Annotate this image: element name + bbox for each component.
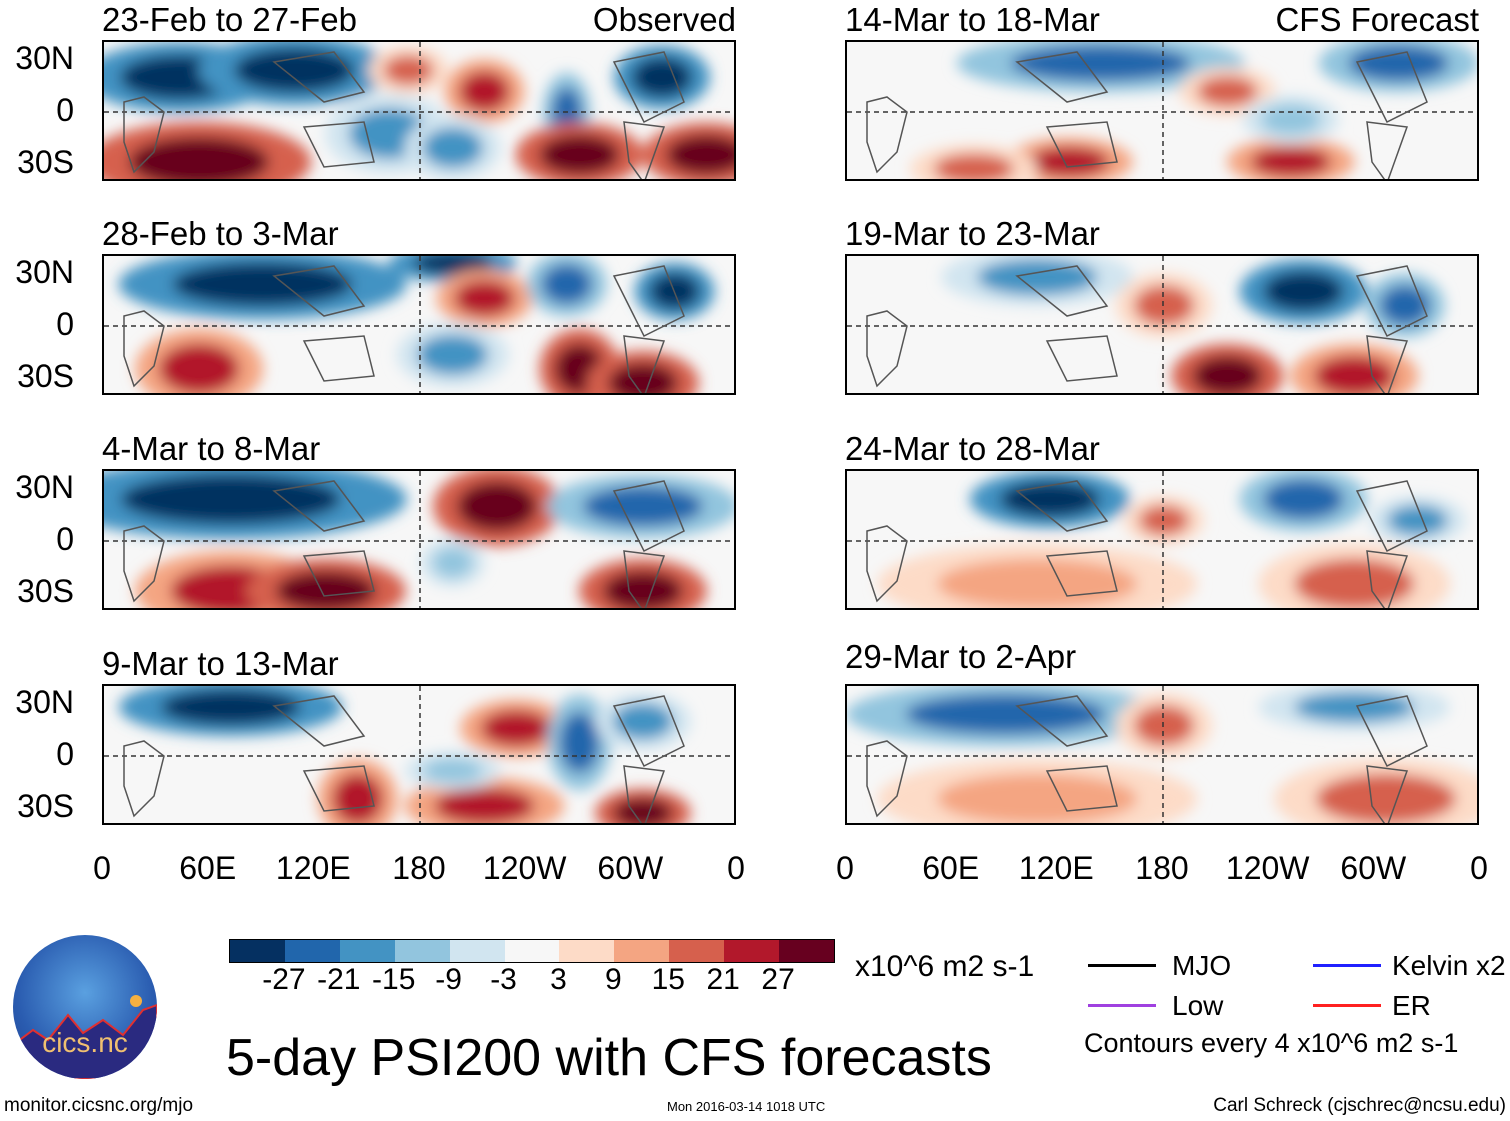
contour-note: Contours every 4 x10^6 m2 s-1 — [1084, 1028, 1459, 1058]
panel-title: 24-Mar to 28-Mar — [845, 430, 1100, 467]
panel-title: 14-Mar to 18-Mar — [845, 1, 1100, 38]
lat-label: 30S — [17, 144, 74, 180]
lon-label: 0 — [1470, 850, 1488, 886]
legend-line-mjo — [1088, 964, 1156, 967]
colorbar-label: -21 — [317, 963, 361, 996]
panel-tag: Observed — [592, 1, 736, 38]
colorbar-swatch — [449, 940, 505, 962]
lon-label: 60W — [1340, 850, 1407, 886]
lat-label: 0 — [56, 521, 74, 557]
map-panel — [102, 469, 736, 610]
map-panel — [845, 684, 1479, 825]
map-panel — [102, 40, 736, 181]
colorbar — [229, 939, 835, 963]
figure-title: 5-day PSI200 with CFS forecasts — [226, 1029, 992, 1087]
legend-label-kelvin: Kelvin x2 — [1392, 950, 1506, 981]
legend-line-er — [1313, 1004, 1381, 1007]
lon-label: 60E — [179, 850, 237, 886]
colorbar-swatch — [724, 940, 780, 962]
lon-label: 60W — [597, 850, 664, 886]
panel-title: 29-Mar to 2-Apr — [845, 638, 1077, 675]
legend-label-mjo: MJO — [1172, 950, 1232, 981]
colorbar-swatch — [230, 940, 285, 962]
colorbar-swatch — [614, 940, 670, 962]
lon-label: 180 — [392, 850, 446, 886]
lat-label: 30S — [17, 358, 74, 394]
colorbar-label: -9 — [435, 963, 462, 996]
panel-title: 28-Feb to 3-Mar — [102, 215, 339, 252]
legend-line-low — [1088, 1004, 1156, 1007]
panel-tag: CFS Forecast — [1275, 1, 1479, 38]
lon-label: 0 — [727, 850, 745, 886]
map-panel — [102, 254, 736, 395]
lon-label: 120E — [1018, 850, 1094, 886]
map-panel — [845, 469, 1479, 610]
lon-label: 60E — [922, 850, 980, 886]
colorbar-swatch — [504, 940, 560, 962]
footer-author: Carl Schreck (cjschrec@ncsu.edu) — [1213, 1095, 1506, 1116]
lon-label: 180 — [1135, 850, 1189, 886]
map-panel — [845, 40, 1479, 181]
lon-label: 0 — [93, 850, 111, 886]
footer-timestamp: Mon 2016-03-14 1018 UTC — [667, 1099, 826, 1114]
lon-label: 120W — [1225, 850, 1310, 886]
lon-label: 120W — [482, 850, 567, 886]
colorbar-label: 15 — [651, 963, 685, 996]
panel-title: 23-Feb to 27-Feb — [102, 1, 357, 38]
colorbar-label: 27 — [761, 963, 795, 996]
panel-title: 19-Mar to 23-Mar — [845, 215, 1100, 252]
legend-label-low: Low — [1172, 990, 1224, 1021]
colorbar-label: -15 — [372, 963, 416, 996]
footer-url: monitor.cicsnc.org/mjo — [4, 1095, 194, 1116]
colorbar-label: 21 — [706, 963, 740, 996]
lat-label: 0 — [56, 92, 74, 128]
panel-title: 4-Mar to 8-Mar — [102, 430, 321, 467]
colorbar-label: -3 — [490, 963, 517, 996]
lat-label: 0 — [56, 736, 74, 772]
lat-label: 30S — [17, 788, 74, 824]
lon-label: 120E — [275, 850, 351, 886]
colorbar-swatch — [284, 940, 340, 962]
colorbar-swatch — [669, 940, 725, 962]
panel-title: 9-Mar to 13-Mar — [102, 645, 339, 682]
colorbar-swatch — [339, 940, 395, 962]
map-panel — [102, 684, 736, 825]
lat-label: 30N — [15, 469, 74, 505]
lon-label: 0 — [836, 850, 854, 886]
lat-label: 0 — [56, 306, 74, 342]
logo-text: cics.nc — [42, 1027, 128, 1058]
cics-logo: cics.nc — [13, 935, 157, 1079]
lat-label: 30N — [15, 40, 74, 76]
colorbar-label: 9 — [605, 963, 622, 996]
colorbar-label: -27 — [262, 963, 306, 996]
lat-label: 30S — [17, 573, 74, 609]
colorbar-swatch — [779, 940, 834, 962]
legend-label-er: ER — [1392, 990, 1431, 1021]
map-panel — [845, 254, 1479, 395]
legend-line-kelvin — [1313, 964, 1381, 967]
colorbar-units: x10^6 m2 s-1 — [855, 950, 1035, 983]
lat-label: 30N — [15, 254, 74, 290]
colorbar-label: 3 — [550, 963, 567, 996]
lat-label: 30N — [15, 684, 74, 720]
colorbar-swatch — [394, 940, 450, 962]
colorbar-swatch — [559, 940, 615, 962]
